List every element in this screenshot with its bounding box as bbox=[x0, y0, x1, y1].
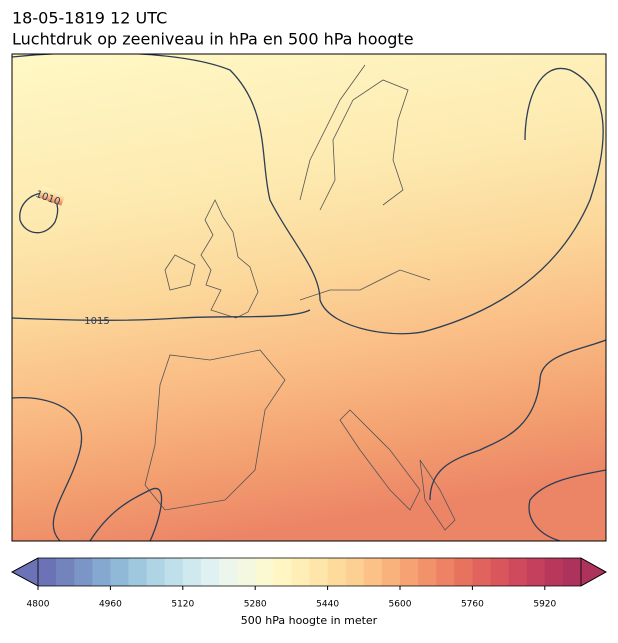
subtitle: Luchtdruk op zeeniveau in hPa en 500 hPa… bbox=[12, 30, 414, 49]
colorbar-segment bbox=[418, 558, 437, 586]
colorbar-tick-label: 4960 bbox=[99, 600, 122, 610]
colorbar-outline bbox=[11, 557, 607, 587]
isobars bbox=[12, 54, 606, 541]
colorbar-tick-label: 5600 bbox=[389, 600, 412, 610]
colorbar-segment bbox=[291, 558, 310, 586]
colorbar-segment bbox=[146, 558, 166, 586]
map: 1010 1015 bbox=[12, 54, 606, 541]
colorbar-segment bbox=[56, 558, 75, 586]
colorbar-segment bbox=[200, 558, 220, 586]
colorbar-segment bbox=[490, 558, 510, 586]
colorbar-tick-label: 4800 bbox=[27, 600, 50, 610]
colorbar-segment bbox=[363, 558, 383, 586]
colorbar-label: 500 hPa hoogte in meter bbox=[241, 614, 378, 627]
colorbar-tick-label: 5440 bbox=[316, 600, 339, 610]
colorbar-segment bbox=[219, 558, 238, 586]
map-frame bbox=[11, 53, 607, 542]
colorbar-segment bbox=[309, 558, 329, 586]
height-field bbox=[12, 54, 606, 541]
colorbar-segment bbox=[110, 558, 129, 586]
colorbar-segment bbox=[454, 558, 473, 586]
colorbar-segment bbox=[255, 558, 274, 586]
colorbar-tick-label: 5920 bbox=[533, 600, 556, 610]
colorbar-segment bbox=[345, 558, 365, 586]
colorbar-segment bbox=[526, 558, 546, 586]
colorbar-tick-label: 5760 bbox=[461, 600, 484, 610]
colorbar-segment bbox=[436, 558, 455, 586]
colorbar-segment bbox=[182, 558, 202, 586]
colorbar-segment bbox=[74, 558, 93, 586]
colorbar-segment bbox=[472, 558, 491, 586]
colorbar-extend-high bbox=[580, 557, 607, 587]
colorbar-segment bbox=[400, 558, 419, 586]
colorbar-extend-low bbox=[11, 557, 39, 587]
colorbar-segment bbox=[273, 558, 292, 586]
colorbar-tick-label: 5280 bbox=[244, 600, 267, 610]
title: 18-05-1819 12 UTC bbox=[12, 9, 167, 28]
colorbar-segment bbox=[544, 558, 564, 586]
colorbar-segment bbox=[128, 558, 148, 586]
colorbar-segment bbox=[327, 558, 347, 586]
colorbar-segment bbox=[381, 558, 401, 586]
colorbar-segment bbox=[92, 558, 111, 586]
colorbar-segment bbox=[237, 558, 256, 586]
coastlines bbox=[144, 64, 456, 531]
isobar-label: 1015 bbox=[84, 316, 109, 327]
colorbar-segment bbox=[38, 558, 57, 586]
colorbar-segment bbox=[508, 558, 528, 586]
colorbar-segment bbox=[562, 558, 582, 586]
colorbar-tick-label: 5120 bbox=[171, 600, 194, 610]
colorbar-segment bbox=[164, 558, 184, 586]
colorbar: 4800 4960 5120 5280 5440 5600 5760 5920 bbox=[11, 557, 607, 610]
